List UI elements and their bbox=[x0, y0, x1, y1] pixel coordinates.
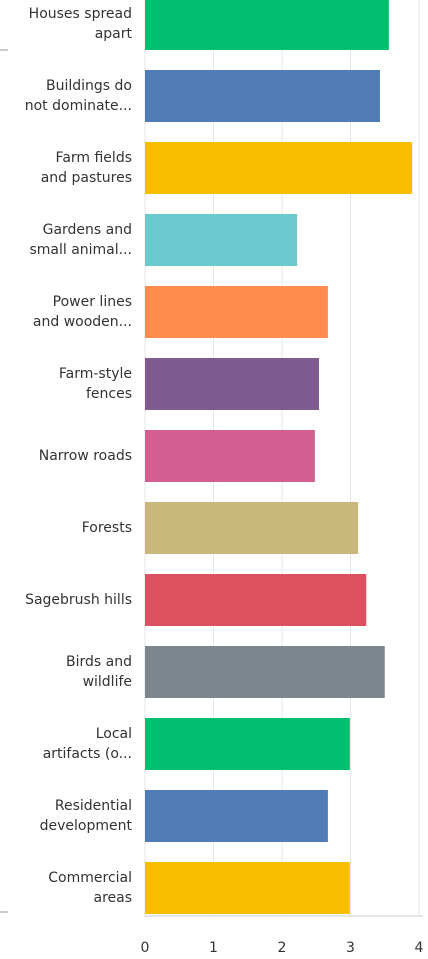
bar bbox=[145, 214, 298, 266]
category-label: Commercial areas bbox=[48, 870, 132, 906]
bar bbox=[145, 70, 380, 122]
x-tick-label: 2 bbox=[277, 940, 287, 956]
x-tick-label: 4 bbox=[414, 940, 424, 956]
category-label: Power lines and wooden... bbox=[32, 294, 132, 330]
bar bbox=[145, 502, 359, 554]
x-tick-label: 1 bbox=[209, 940, 218, 956]
category-label: Farm fields and pastures bbox=[40, 150, 132, 186]
bar bbox=[145, 358, 319, 410]
category-label: Houses spread apart bbox=[28, 6, 132, 42]
bar bbox=[145, 142, 413, 194]
bar bbox=[145, 790, 328, 842]
bar bbox=[145, 0, 389, 50]
bar bbox=[145, 574, 367, 626]
category-label: Gardens and small animal... bbox=[29, 222, 132, 258]
category-label: Buildings do not dominate... bbox=[24, 78, 132, 114]
x-tick-label: 3 bbox=[346, 940, 355, 956]
x-tick-label: 0 bbox=[140, 940, 150, 956]
category-label: Local artifacts (o... bbox=[42, 726, 132, 762]
category-label: Farm-style fences bbox=[58, 366, 132, 402]
bar bbox=[145, 718, 350, 770]
category-label: Narrow roads bbox=[38, 448, 132, 464]
category-label: Residential development bbox=[39, 798, 132, 834]
bar bbox=[145, 646, 385, 698]
bar bbox=[145, 862, 350, 914]
category-label: Forests bbox=[81, 520, 132, 536]
category-label: Sagebrush hills bbox=[25, 592, 132, 608]
bar bbox=[145, 286, 328, 338]
bar bbox=[145, 430, 315, 482]
category-label: Birds and wildlife bbox=[66, 654, 132, 690]
